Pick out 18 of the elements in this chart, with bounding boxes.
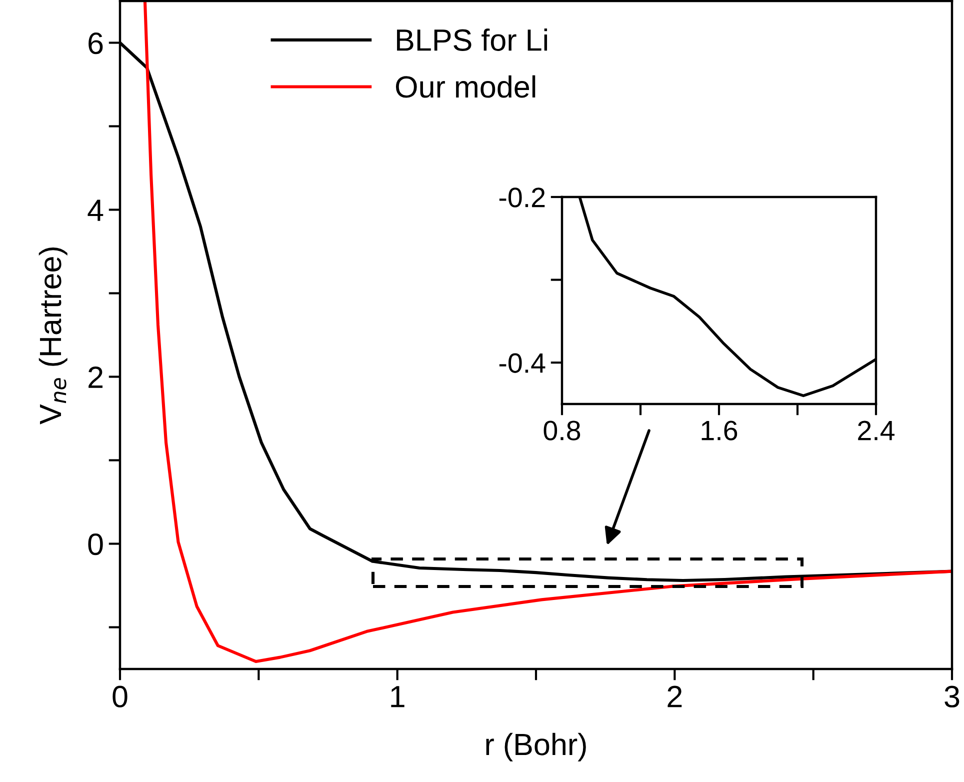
y-tick-label: 6 (88, 32, 103, 54)
x-tick-label: 0 (112, 686, 128, 708)
y-tick-label: 0 (88, 533, 103, 556)
x-tick-label: 2 (668, 686, 682, 708)
x-tick-label: 1 (391, 686, 404, 708)
x-axis-title: r (Bohr) (486, 732, 586, 762)
legend-label: Our model (396, 75, 536, 98)
legend-label: BLPS for Li (397, 28, 548, 51)
x-tick-label: 3 (944, 686, 960, 708)
x-tick-label: 2.4 (858, 420, 894, 440)
y-tick-label: -0.2 (499, 188, 545, 208)
x-tick-label: 0.8 (544, 420, 580, 440)
y-axis-title: V$_{ne}$ (Hartree) (38, 247, 68, 424)
y-tick-label: 4 (88, 200, 104, 221)
x-tick-label: 1.6 (702, 420, 738, 440)
line-series (143, 1, 952, 664)
y-tick-label: -0.4 (499, 353, 546, 373)
y-tick-label: 2 (88, 366, 102, 388)
